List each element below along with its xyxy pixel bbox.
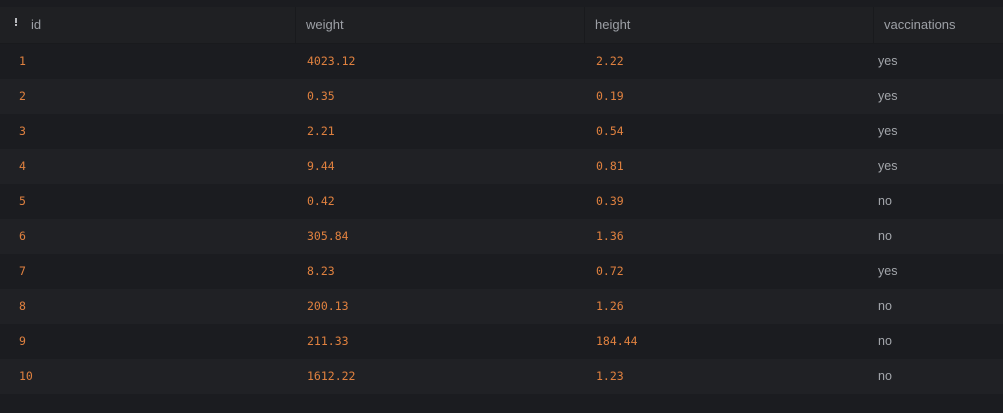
cell-id[interactable]: 1 [19,54,26,68]
cell-id[interactable]: 5 [19,194,26,208]
cell-height[interactable]: 0.19 [596,89,624,103]
table-row[interactable]: 10 1612.22 1.23 no [0,359,1003,394]
cell-weight[interactable]: 0.35 [307,89,335,103]
cell-weight[interactable]: 211.33 [307,334,349,348]
table-row[interactable]: 1 4023.12 2.22 yes [0,44,1003,79]
cell-id[interactable]: 6 [19,229,26,243]
column-header-id-label: id [31,17,42,32]
cell-id[interactable]: 4 [19,159,26,173]
cell-height[interactable]: 0.81 [596,159,624,173]
cell-height[interactable]: 184.44 [596,334,638,348]
column-header-height-label: height [595,17,631,32]
column-header-height[interactable]: height [584,7,873,43]
table-row[interactable]: 7 8.23 0.72 yes [0,254,1003,289]
cell-vaccinations[interactable]: yes [878,124,898,138]
cell-weight[interactable]: 0.42 [307,194,335,208]
cell-weight[interactable]: 4023.12 [307,54,356,68]
cell-weight[interactable]: 1612.22 [307,369,356,383]
table-row[interactable]: 5 0.42 0.39 no [0,184,1003,219]
cell-vaccinations[interactable]: yes [878,54,898,68]
table-row[interactable]: 8 200.13 1.26 no [0,289,1003,324]
grid-filler [0,394,1003,413]
cell-weight[interactable]: 305.84 [307,229,349,243]
cell-id[interactable]: 2 [19,89,26,103]
cell-vaccinations[interactable]: yes [878,264,898,278]
column-header-vaccinations[interactable]: vaccinations [873,7,1003,43]
cell-vaccinations[interactable]: no [878,194,892,208]
cell-height[interactable]: 0.72 [596,264,624,278]
cell-vaccinations[interactable]: no [878,334,892,348]
column-header-weight[interactable]: weight [295,7,584,43]
column-header-id[interactable]: id [0,7,295,43]
column-header-vaccinations-label: vaccinations [884,17,956,32]
cell-weight[interactable]: 200.13 [307,299,349,313]
sort-indicator-icon[interactable] [13,16,19,28]
cell-height[interactable]: 1.23 [596,369,624,383]
cell-vaccinations[interactable]: yes [878,89,898,103]
table-row[interactable]: 6 305.84 1.36 no [0,219,1003,254]
cell-id[interactable]: 7 [19,264,26,278]
cell-vaccinations[interactable]: no [878,229,892,243]
cell-height[interactable]: 1.36 [596,229,624,243]
cell-weight[interactable]: 8.23 [307,264,335,278]
cell-id[interactable]: 8 [19,299,26,313]
table-row[interactable]: 4 9.44 0.81 yes [0,149,1003,184]
cell-vaccinations[interactable]: no [878,369,892,383]
cell-height[interactable]: 0.39 [596,194,624,208]
cell-height[interactable]: 2.22 [596,54,624,68]
cell-id[interactable]: 9 [19,334,26,348]
cell-height[interactable]: 1.26 [596,299,624,313]
table-row[interactable]: 3 2.21 0.54 yes [0,114,1003,149]
cell-id[interactable]: 3 [19,124,26,138]
cell-id[interactable]: 10 [19,369,33,383]
table-row[interactable]: 2 0.35 0.19 yes [0,79,1003,114]
cell-vaccinations[interactable]: no [878,299,892,313]
cell-vaccinations[interactable]: yes [878,159,898,173]
cell-height[interactable]: 0.54 [596,124,624,138]
table-row[interactable]: 9 211.33 184.44 no [0,324,1003,359]
cell-weight[interactable]: 9.44 [307,159,335,173]
cell-weight[interactable]: 2.21 [307,124,335,138]
column-header-weight-label: weight [306,17,344,32]
grid-header: id weight height vaccinations [0,7,1003,44]
